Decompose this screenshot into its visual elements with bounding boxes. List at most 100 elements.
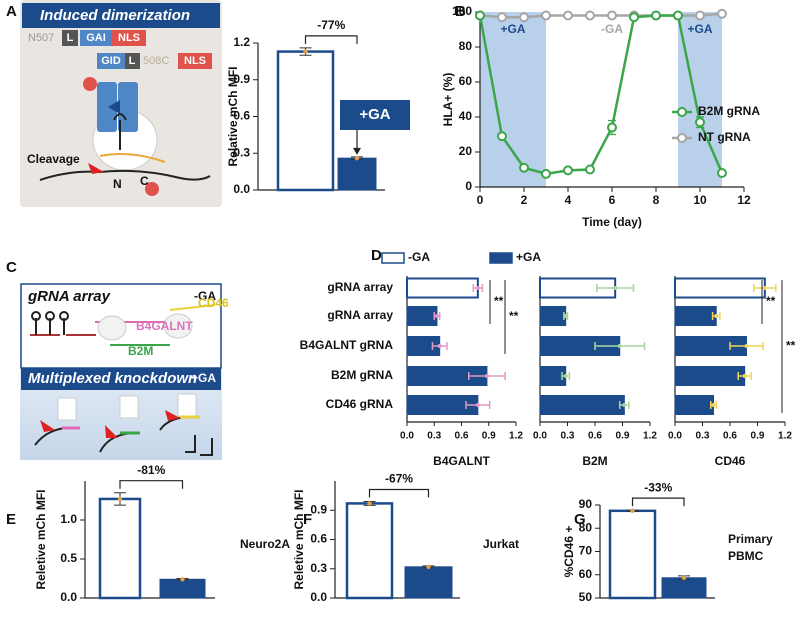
x-tick-label: 12: [737, 193, 751, 207]
bracket-label: -67%: [385, 472, 413, 486]
data-point: [519, 162, 529, 173]
replicate-dot: [484, 374, 489, 378]
replicate-dot: [475, 403, 480, 407]
replicate-dot: [367, 501, 372, 506]
cas-icon: [163, 313, 193, 339]
data-point: [673, 10, 683, 21]
domain-label: GAI: [86, 32, 106, 44]
ga-box: [340, 100, 410, 130]
diagram-title: gRNA array: [27, 288, 111, 305]
bar: [404, 566, 453, 599]
bracket-label: -77%: [317, 18, 345, 32]
data-point: [607, 122, 617, 133]
state-label: -GA: [194, 289, 216, 303]
series-line: [478, 14, 724, 176]
bar: [674, 277, 766, 299]
bracket: [119, 480, 184, 489]
diagram-title: Multiplexed knockdown: [28, 370, 197, 387]
x-tick-label: 0: [477, 193, 484, 207]
cas-icon: [97, 315, 127, 341]
x-tick-label: 1.2: [643, 431, 657, 442]
bracket: [368, 488, 430, 498]
legend-label: B2M gRNA: [698, 104, 760, 118]
gene-label: B2M: [128, 344, 153, 358]
data-point: [695, 117, 705, 128]
x-tick-label: 1.2: [509, 431, 523, 442]
x-tick-label: 0.0: [400, 431, 414, 442]
replicate-dot: [117, 496, 123, 502]
replicate-dot: [742, 374, 747, 378]
domain-label: 508C: [143, 55, 169, 67]
legend-label: -GA: [408, 250, 430, 264]
y-tick-label: 20: [459, 144, 473, 158]
x-tick-label: 1.2: [778, 431, 792, 442]
cell-line-label: PBMC: [728, 549, 764, 563]
bar: [674, 306, 717, 326]
y-tick-label: 0.9: [310, 502, 327, 516]
y-tick-label: 0.6: [233, 109, 250, 123]
shaded-region: [480, 12, 546, 187]
cas-icon: [57, 397, 77, 421]
bar: [337, 157, 377, 191]
y-tick-label: 0.5: [60, 551, 77, 565]
state-label: +GA: [191, 371, 216, 385]
domain-label: L: [129, 55, 136, 67]
replicate-dot: [762, 286, 767, 290]
title-bar: [22, 3, 220, 28]
data-point: [563, 10, 573, 21]
panel-letter: A: [6, 3, 17, 20]
y-tick-label: 60: [459, 74, 473, 88]
cut-arrow: [88, 163, 104, 174]
bar: [276, 50, 335, 192]
y-tick-label: 70: [579, 544, 593, 558]
domain-label: NLS: [118, 32, 140, 44]
data-point: [563, 165, 573, 176]
panel-letter: G: [574, 511, 586, 528]
region-label: +GA: [500, 22, 525, 36]
n-label: N: [113, 177, 122, 191]
title-bar: [21, 368, 221, 390]
legend-marker: [677, 107, 687, 117]
domain-label: NLS: [184, 55, 206, 67]
x-axis-label: B4GALNT: [433, 454, 490, 468]
panel-letter: F: [303, 511, 312, 528]
hairpin: [45, 311, 55, 321]
panel-letter: C: [6, 259, 17, 276]
gene-line: [169, 304, 216, 311]
x-tick-label: 0.3: [427, 431, 441, 442]
y-tick-label: 80: [459, 39, 473, 53]
domain-box: [112, 30, 146, 46]
panel-letter: E: [6, 511, 16, 528]
ga-box-label: +GA: [359, 106, 390, 123]
domain-label: L: [67, 32, 74, 44]
legend-swatch: [489, 252, 513, 264]
replicate-dot: [434, 314, 439, 318]
diagram-c: gRNA array -GA B4GALNT CD46 B2M Multiple…: [20, 283, 229, 460]
data-point: [497, 12, 507, 23]
x-tick-label: 0.6: [588, 431, 602, 442]
cas-icon: [177, 393, 197, 417]
split-half: [97, 82, 117, 132]
y-tick-label: 1.0: [60, 512, 77, 526]
x-tick-label: 6: [609, 193, 616, 207]
replicate-dot: [744, 344, 749, 348]
y-tick-label: 100: [452, 4, 472, 18]
bar: [345, 502, 394, 600]
x-tick-label: 4: [565, 193, 572, 207]
domain-box: [178, 53, 212, 69]
data-point: [475, 10, 485, 21]
arrow-icon: [108, 100, 120, 114]
replicate-dot: [617, 344, 622, 348]
replicate-dot: [711, 403, 716, 407]
sig-label: **: [786, 339, 796, 353]
x-tick-label: 2: [521, 193, 528, 207]
region-label: +GA: [687, 22, 712, 36]
x-axis-label: CD46: [715, 454, 746, 468]
x-tick-label: 0.9: [751, 431, 765, 442]
bar: [539, 306, 567, 326]
x-tick-label: 0.0: [533, 431, 547, 442]
x-tick-label: 0.6: [723, 431, 737, 442]
y-tick-label: 0.0: [60, 590, 77, 604]
sig-label: **: [766, 294, 776, 308]
